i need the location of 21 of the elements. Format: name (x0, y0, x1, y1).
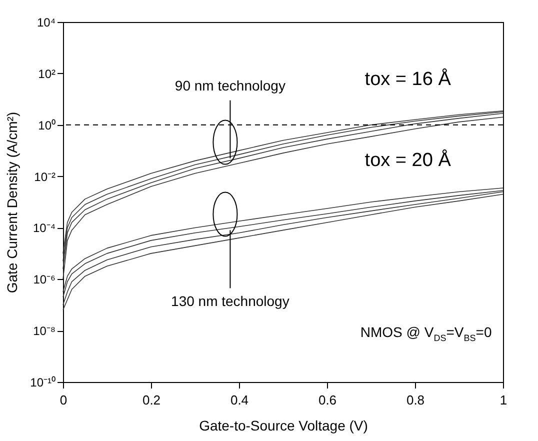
annotation: 130 nm technology (171, 293, 290, 310)
y-tick-label: 10⁰ (38, 118, 56, 132)
y-axis-title: Gate Current Density (A/cm²) (4, 112, 20, 294)
x-axis-title: Gate-to-Source Voltage (V) (199, 418, 368, 434)
x-tick-label: 0.4 (230, 392, 249, 408)
y-tick-label: 10⁻² (34, 170, 56, 184)
y-tick-label: 10⁻⁸ (33, 324, 56, 338)
y-tick-label: 10⁻⁶ (33, 272, 56, 287)
annotation: tox = 16 Å (364, 69, 451, 90)
y-tick-label: 10² (38, 66, 56, 81)
annotation: 90 nm technology (174, 77, 286, 94)
y-tick-label: 10⁻¹⁰ (30, 376, 56, 390)
annotation: tox = 20 Å (364, 150, 451, 172)
y-tick-label: 10⁻⁴ (32, 221, 56, 236)
x-tick-label: 0.8 (406, 392, 425, 408)
annotation: NMOS @ V$_{DS}$=V$_{BS}$=0 (360, 324, 492, 342)
x-tick-label: 1 (500, 392, 508, 408)
x-tick-label: 0 (60, 392, 68, 408)
y-tick-label: 10⁴ (36, 16, 56, 30)
x-tick-label: 0.6 (318, 392, 337, 408)
x-tick-label: 0.2 (142, 392, 161, 408)
